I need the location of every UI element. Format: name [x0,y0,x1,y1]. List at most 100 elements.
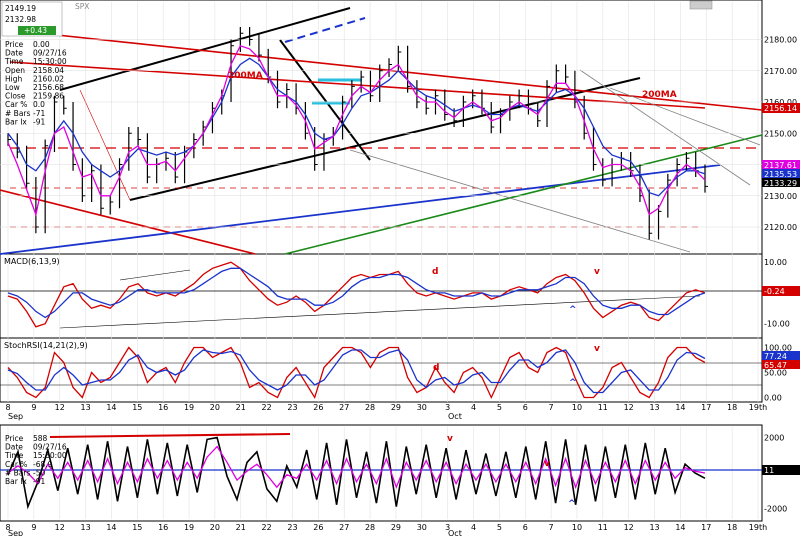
stoch-v-mark: v [594,344,600,354]
info-value: 15:30:00 [33,57,67,66]
change-badge [18,26,56,35]
info-lines: Price 0.00 Date 09/27/16 Time 15:30:00 Open 215… [4,40,67,126]
x-tick-label-bottom: 9 [31,523,36,532]
price-tag-magenta-bg [762,160,800,169]
x-tick-label: 30 [417,403,427,412]
trendlines [0,7,763,255]
macd-title: MACD(6,13,9) [4,257,60,266]
info-value: 0.00 [33,40,50,49]
price-tag-blue: 2135.53 [764,170,797,179]
osc-v-mark-1: v [447,434,453,444]
x-tick-label-bottom: 13 [80,523,90,532]
price-tag-200ma: 2156.14 [764,104,797,113]
macd-series [0,261,762,329]
x-tick-label-bottom: 12 [624,523,634,532]
x-tick-label-bottom: 28 [365,523,375,532]
x-tick-label: 5 [497,403,502,412]
x-tick-label: 11 [598,403,608,412]
osc-tag-bg [762,465,800,475]
x-tick-label: 14 [675,403,685,412]
info-label: High [5,74,22,83]
blue-rising-line [0,164,721,255]
y-tick-label: 100.00 [764,344,792,353]
x-tick-label-bottom: 11 [598,523,608,532]
price-tag-close-bg [762,178,800,187]
red-falling-line [0,189,256,255]
macd-v-mark: v [594,267,600,277]
gray-fan-line-3 [609,87,761,146]
price-tag-200ma-bg [762,103,800,113]
red-thin-line [79,89,131,201]
x-tick-label-bottom: 14 [106,523,116,532]
x-tick-label: 10 [572,403,582,412]
y-tick-label: 2170.00 [764,67,797,76]
info-label: Bar Ix [5,117,27,126]
y-tick-label: 50.00 [764,369,787,378]
x-tick-label: 20 [210,403,220,412]
price-panel [0,0,763,255]
x-tick-label: 14 [106,403,116,412]
info-label: Close [5,92,26,101]
window-control-icon[interactable] [689,0,713,10]
red-200ma-upper-line [9,29,763,111]
info-value: 2160.02 [33,74,64,83]
ma-label-1: 200MA [228,71,263,81]
x-tick-label-bottom: 5 [497,523,502,532]
x-tick-label-bottom: 4 [471,523,476,532]
osc-v-mark-2: v [544,459,550,469]
info-label: Car % [5,100,27,109]
x-tick-label: 19th [749,403,767,412]
stoch-tag-2-bg [762,360,800,369]
price-tag-magenta: 2137.61 [764,161,797,170]
annotations: 200MA 200MA d v ^ d v ^ v v ^ [228,71,677,509]
x-tick-label-bottom: 26 [313,523,323,532]
stochrsi-title: StochRSI(14,21(2),9) [4,341,88,350]
month-label-oct-bottom: Oct [448,529,462,536]
sub-info-value: -68.9 [33,460,53,469]
stoch-d-mark: d [433,363,439,373]
x-tick-label: 19 [184,403,194,412]
macd-trendline-lower [59,295,701,329]
x-tick-label: 8 [5,403,10,412]
info-label: # Bars [5,109,30,118]
x-tick-label-bottom: 17 [701,523,711,532]
price-tag-close: 2133.29 [764,179,797,188]
x-tick-label-bottom: 21 [236,523,246,532]
macd-tag: -0.24 [764,287,785,296]
x-tick-label: 23 [287,403,297,412]
upper-channel-line [59,7,351,91]
vertical-gridlines [7,2,759,519]
x-tick-label-bottom: 29 [391,523,401,532]
x-tick-label-bottom: 19 [184,523,194,532]
x-tick-label: 22 [262,403,272,412]
x-axis-labels-bottom: 8 9 12 13 14 15 16 19 20 21 22 23 26 27 28 29 30 3 4 5 6 7 10 1… [5,523,767,536]
series-line-3-0 [7,436,706,510]
y-tick-label: 10.00 [764,258,787,267]
x-tick-label: 15 [132,403,142,412]
x-tick-label: 12 [55,403,65,412]
info-value: 2159.86 [33,92,64,101]
month-label-sep: Sep [8,412,23,421]
red-200ma-lower-line [9,61,706,109]
info-label: Price [5,40,24,49]
x-tick-label-bottom: 12 [55,523,65,532]
y-tick-label: -10.00 [764,320,790,329]
y-tick-label: 2150.00 [764,129,797,138]
window-control-box[interactable] [689,0,713,10]
stoch-tag-1-bg [762,351,800,360]
x-tick-label: 13 [649,403,659,412]
x-tick-label-bottom: 7 [549,523,554,532]
macd-d-mark: d [432,267,438,277]
x-tick-label-bottom: 19th [749,523,767,532]
x-tick-label: 28 [365,403,375,412]
info-label: Time [4,57,24,66]
info-box: 2149.19 2132.98 +0.43 Price 0.00 Date 09/27… [1,1,67,486]
stoch-tag-2: 65.47 [764,361,787,370]
x-tick-label: 6 [523,403,528,412]
info-label: Open [5,66,25,75]
sub-info-label: Date [5,443,23,452]
x-tick-label: 12 [624,403,634,412]
y-tick-label: 2000 [764,434,784,443]
price-tag-blue-bg [762,169,800,178]
